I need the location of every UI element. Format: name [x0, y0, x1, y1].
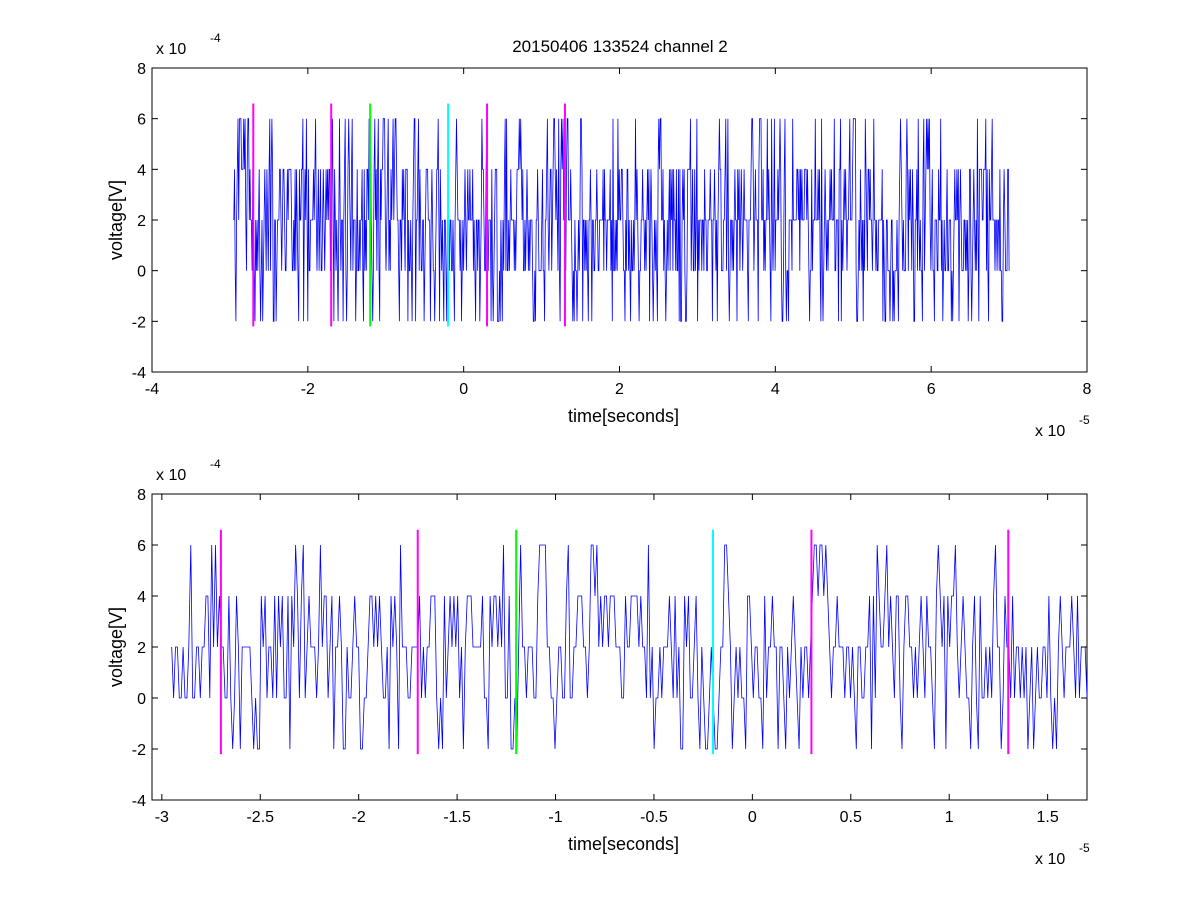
- y-tick-label: 2: [137, 213, 146, 230]
- y-tick-label: -4: [132, 793, 146, 810]
- x-tick-label: -2: [352, 809, 366, 826]
- x-tick-label: -4: [145, 381, 159, 398]
- x-tick-label: 6: [927, 381, 936, 398]
- x-tick-label: -1.5: [443, 809, 471, 826]
- y-exponent: x 10: [156, 467, 186, 484]
- y-tick-label: -4: [132, 365, 146, 382]
- x-tick-label: 2: [615, 381, 624, 398]
- x-tick-label: 8: [1083, 381, 1092, 398]
- x-axis-label: time[seconds]: [568, 834, 679, 854]
- y-tick-label: 4: [137, 589, 146, 606]
- y-tick-label: -2: [132, 742, 146, 759]
- x-tick-label: -1: [548, 809, 562, 826]
- y-tick-label: 4: [137, 162, 146, 179]
- x-tick-label: 0.5: [840, 809, 862, 826]
- x-tick-label: 0: [459, 381, 468, 398]
- bottom-axes: -3 -2.5 -2 -1.5 -1 -0.5 0 0.5 1 1.5 -4 -2 0 2 4 6 8 time[…: [106, 457, 1090, 868]
- x-exponent: x 10: [1035, 851, 1065, 868]
- x-exponent: x 10: [1035, 423, 1065, 440]
- signal-line: [171, 544, 1088, 750]
- x-tick-label: -2.5: [246, 809, 274, 826]
- x-tick-label: 0: [748, 809, 757, 826]
- x-tick-label: 1: [945, 809, 954, 826]
- y-exponent-power: -4: [210, 457, 221, 471]
- y-tick-label: 0: [137, 264, 146, 281]
- top-axes: -4 -2 0 2 4 6 8 -4 -2 0 2 4 6 8 time[seconds] voltage[V…: [106, 31, 1092, 440]
- x-tick-label: -0.5: [640, 809, 668, 826]
- x-axis-label: time[seconds]: [568, 406, 679, 426]
- y-tick-label: 2: [137, 640, 146, 657]
- signal-line: [233, 118, 1010, 322]
- x-tick-label: -3: [155, 809, 169, 826]
- y-tick-label: 8: [137, 61, 146, 78]
- y-tick-label: 6: [137, 112, 146, 129]
- x-exponent-power: -5: [1079, 841, 1090, 855]
- y-tick-label: -2: [132, 314, 146, 331]
- x-tick-label: -2: [301, 381, 315, 398]
- y-exponent: x 10: [156, 41, 186, 58]
- y-axis-label: voltage[V]: [106, 180, 126, 260]
- x-exponent-power: -5: [1079, 413, 1090, 427]
- plot-frame: [151, 67, 1088, 373]
- x-tick-label: 4: [771, 381, 780, 398]
- y-tick-label: 8: [137, 487, 146, 504]
- x-tick-label: 1.5: [1037, 809, 1059, 826]
- y-tick-label: 0: [137, 691, 146, 708]
- figure-title: 20150406 133524 channel 2: [512, 37, 728, 56]
- y-exponent-power: -4: [210, 31, 221, 45]
- y-tick-label: 6: [137, 538, 146, 555]
- y-axis-label: voltage[V]: [106, 607, 126, 687]
